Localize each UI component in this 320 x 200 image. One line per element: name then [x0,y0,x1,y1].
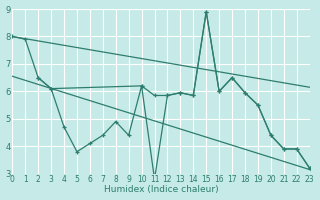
X-axis label: Humidex (Indice chaleur): Humidex (Indice chaleur) [104,185,218,194]
